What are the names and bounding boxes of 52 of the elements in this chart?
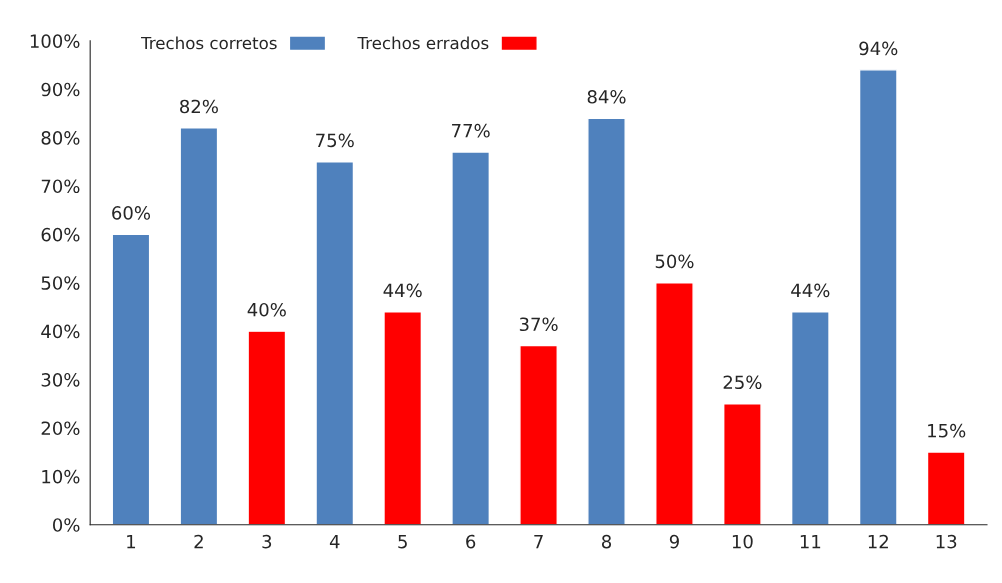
data-label: 77% — [452, 123, 490, 138]
y-tick-label: 100% — [30, 34, 80, 48]
bar — [451, 151, 491, 525]
bar — [315, 161, 355, 525]
x-tick-label: 5 — [398, 534, 407, 549]
data-label: 40% — [247, 302, 286, 317]
x-tick-label: 10 — [732, 534, 753, 549]
data-label: 84% — [587, 89, 626, 104]
data-label: 75% — [316, 133, 354, 148]
x-tick-label: 6 — [466, 534, 476, 549]
data-label: 50% — [655, 254, 694, 269]
x-tick-label: 9 — [669, 534, 679, 549]
bar — [858, 69, 898, 525]
x-tick-label: 4 — [329, 534, 340, 549]
y-tick-label: 10% — [42, 469, 80, 484]
x-tick-label: 3 — [262, 534, 272, 549]
y-tick-label: 40% — [41, 324, 80, 339]
bar — [179, 127, 219, 525]
bar — [111, 233, 151, 525]
x-tick-label: 13 — [936, 534, 957, 549]
x-tick-label: 8 — [601, 534, 612, 549]
data-label: 25% — [723, 375, 762, 390]
data-label: 37% — [519, 317, 558, 332]
bar — [247, 330, 287, 525]
bar — [587, 117, 626, 525]
data-label: 44% — [791, 283, 830, 298]
bar — [519, 344, 558, 525]
x-tick-label: 7 — [534, 534, 543, 549]
bar — [723, 403, 762, 525]
y-tick-label: 80% — [41, 131, 80, 145]
x-tick-label: 1 — [127, 534, 136, 549]
y-tick-label: 70% — [41, 179, 80, 194]
bar — [790, 311, 830, 525]
x-tick-label: 2 — [194, 534, 203, 549]
y-tick-label: 0% — [53, 518, 80, 532]
legend-label: Trechos errados — [357, 36, 489, 50]
y-tick-label: 30% — [41, 372, 80, 387]
legend-label: Trechos corretos — [141, 36, 277, 50]
y-tick-label: 60% — [41, 227, 80, 242]
data-label: 94% — [859, 41, 898, 56]
x-tick-label: 12 — [868, 534, 888, 549]
data-label: 44% — [383, 283, 422, 298]
y-tick-label: 20% — [41, 421, 80, 436]
y-tick-label: 50% — [41, 276, 80, 290]
bar — [383, 311, 423, 525]
y-tick-label: 90% — [41, 82, 80, 97]
bar — [655, 282, 694, 525]
data-label: 60% — [112, 206, 151, 220]
x-tick-label: 11 — [800, 534, 821, 549]
data-label: 15% — [928, 423, 966, 438]
bar — [926, 451, 966, 525]
data-label: 82% — [180, 99, 218, 114]
